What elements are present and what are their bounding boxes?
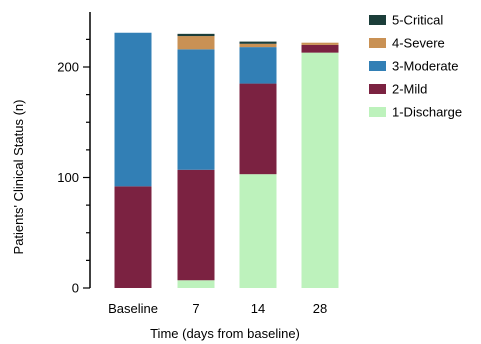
x-axis-label: Time (days from baseline) <box>150 326 300 341</box>
bar-segment-4-severe <box>177 36 215 50</box>
bar-segment-5-critical <box>239 41 277 44</box>
y-tick-label: 0 <box>72 281 79 296</box>
legend-swatch <box>369 38 386 48</box>
y-axis-label: Patients' Clinical Status (n) <box>11 100 26 255</box>
legend-label: 5-Critical <box>392 13 443 28</box>
x-tick-label: Baseline <box>108 301 158 316</box>
y-axis: 0 100 200 <box>57 12 91 296</box>
x-tick-label: 28 <box>313 301 327 316</box>
bar-segment-3-moderate <box>114 32 152 187</box>
legend-label: 4-Severe <box>392 36 445 51</box>
legend-swatch <box>369 107 386 117</box>
x-axis: Baseline 7 14 28 <box>108 301 327 316</box>
y-tick-label: 100 <box>57 170 79 185</box>
bar-segment-1-discharge <box>301 52 339 289</box>
legend-swatch <box>369 15 386 25</box>
bar-segment-3-moderate <box>239 47 277 84</box>
bar-segment-2-mild <box>114 186 152 288</box>
bar-segment-4-severe <box>239 43 277 48</box>
legend: 5-Critical 4-Severe 3-Moderate 2-Mild 1-Disc… <box>369 13 462 120</box>
legend-label: 3-Moderate <box>392 59 458 74</box>
bar-segment-5-critical <box>177 33 215 37</box>
legend-swatch <box>369 61 386 71</box>
y-tick-label: 200 <box>57 60 79 75</box>
legend-label: 2-Mild <box>392 82 427 97</box>
x-tick-label: 7 <box>192 301 199 316</box>
plot-area <box>114 32 339 289</box>
bar-segment-1-discharge <box>239 174 277 288</box>
bar-segment-1-discharge <box>177 280 215 288</box>
bar-segment-2-mild <box>177 169 215 281</box>
x-tick-label: 14 <box>251 301 265 316</box>
bar-segment-2-mild <box>239 83 277 175</box>
bar-segment-2-mild <box>301 44 339 53</box>
legend-swatch <box>369 84 386 94</box>
legend-label: 1-Discharge <box>392 105 462 120</box>
bar-segment-3-moderate <box>177 49 215 170</box>
bar-segment-4-severe <box>301 42 339 45</box>
